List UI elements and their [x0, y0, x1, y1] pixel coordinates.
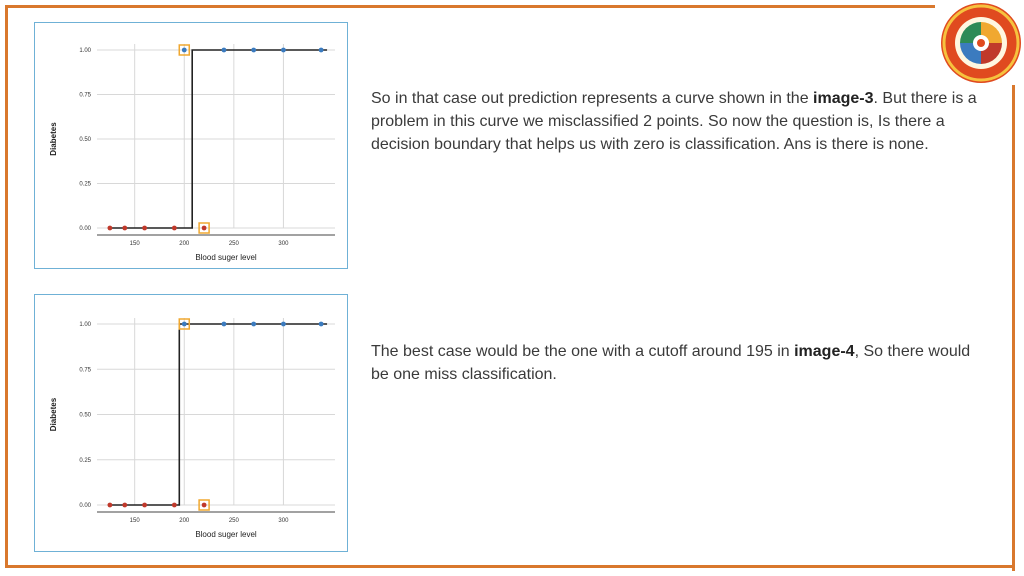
chart-image-4: 150 200 250 300 0.00 0.25 0.50 0.75 1.00 Blood su… — [34, 294, 348, 552]
chart1-point-8 — [281, 47, 286, 53]
para1-text-post: . But there is a problem in this curve w… — [371, 90, 977, 153]
chart1-y-tick-label-0.50: 0.50 — [79, 137, 91, 143]
chart1-y-tick-label-1.00: 1.00 — [79, 48, 91, 54]
chart2-x-tick-label-150: 150 — [130, 518, 141, 524]
chart2-y-tick-label-0.75: 0.75 — [79, 367, 91, 373]
para2-text-post: , So there would be one miss classificat… — [371, 343, 971, 383]
chart2-y-tick-label-0.25: 0.25 — [79, 458, 91, 464]
para1-text-bold: image-3 — [813, 90, 874, 107]
explanation-paragraph-2: The best case would be the one with a cu… — [371, 340, 983, 386]
chart2-y-axis-label: Diabetes — [49, 397, 58, 431]
chart2-point-9 — [318, 321, 324, 327]
chart2-point-0 — [107, 502, 113, 508]
chart1-point-7 — [251, 47, 257, 53]
chart2-x-axis-label: Blood suger level — [195, 530, 257, 539]
chart2-y-tick-label-0.00: 0.00 — [79, 503, 91, 509]
chart2-x-tick-label-200: 200 — [179, 518, 190, 524]
chart1-x-tick-label-300: 300 — [278, 241, 289, 247]
chart1-x-axis-label: Blood suger level — [195, 253, 257, 262]
chart-image-3-svg: 150 200 250 300 0.00 0.25 0.50 0.75 1.00 Blood su… — [49, 44, 335, 262]
chart1-point-2 — [142, 225, 147, 231]
slide-frame-right — [1012, 85, 1015, 571]
chart2-point-5 — [181, 321, 187, 327]
chart1-point-0 — [107, 225, 113, 231]
chart1-y-tick-label-0.25: 0.25 — [79, 182, 91, 188]
chart2-point-1 — [122, 502, 128, 508]
chart2-point-3 — [171, 502, 177, 508]
chart2-misclassified-marker-4 — [198, 499, 210, 511]
para2-text-bold: image-4 — [794, 343, 855, 360]
chart1-x-tick-label-150: 150 — [130, 241, 141, 247]
para1-text-pre: So in that case out prediction represent… — [371, 90, 814, 107]
chart2-x-tick-label-300: 300 — [278, 518, 289, 524]
chart-image-3: 150 200 250 300 0.00 0.25 0.50 0.75 1.00 Blood su… — [34, 22, 348, 269]
chart1-step-curve — [108, 49, 328, 229]
chart1-point-3 — [171, 225, 177, 231]
chart1-point-4 — [201, 225, 207, 231]
slide-frame — [5, 5, 1015, 568]
chart2-x-tick-label-250: 250 — [229, 518, 240, 524]
chart2-point-2 — [142, 502, 147, 508]
chart1-y-tick-label-0.00: 0.00 — [79, 226, 91, 232]
chart2-point-4 — [201, 502, 207, 508]
chart2-misclassified-marker-5 — [178, 318, 191, 330]
chart1-y-axis-label: Diabetes — [49, 122, 58, 156]
chart2-point-7 — [251, 321, 257, 327]
chart1-point-9 — [318, 47, 324, 53]
chart2-point-8 — [281, 321, 286, 327]
chart-image-4-svg: 150 200 250 300 0.00 0.25 0.50 0.75 1.00 Blood su… — [49, 318, 335, 539]
chart1-point-5 — [181, 47, 187, 53]
chart2-point-6 — [221, 321, 227, 327]
explanation-paragraph-1: So in that case out prediction represent… — [371, 87, 983, 156]
chart1-x-tick-label-250: 250 — [229, 241, 240, 247]
chart1-point-1 — [122, 225, 128, 231]
chart2-y-tick-label-0.50: 0.50 — [79, 413, 91, 419]
chart2-y-tick-label-1.00: 1.00 — [79, 322, 91, 328]
chart1-point-6 — [221, 47, 227, 53]
chart1-misclassified-marker-4 — [198, 222, 210, 234]
university-logo — [941, 3, 1021, 83]
chart1-x-tick-label-200: 200 — [179, 241, 190, 247]
para2-text-pre: The best case would be the one with a cu… — [371, 343, 795, 360]
chart1-misclassified-marker-5 — [178, 44, 191, 56]
chart1-y-tick-label-0.75: 0.75 — [79, 93, 91, 99]
